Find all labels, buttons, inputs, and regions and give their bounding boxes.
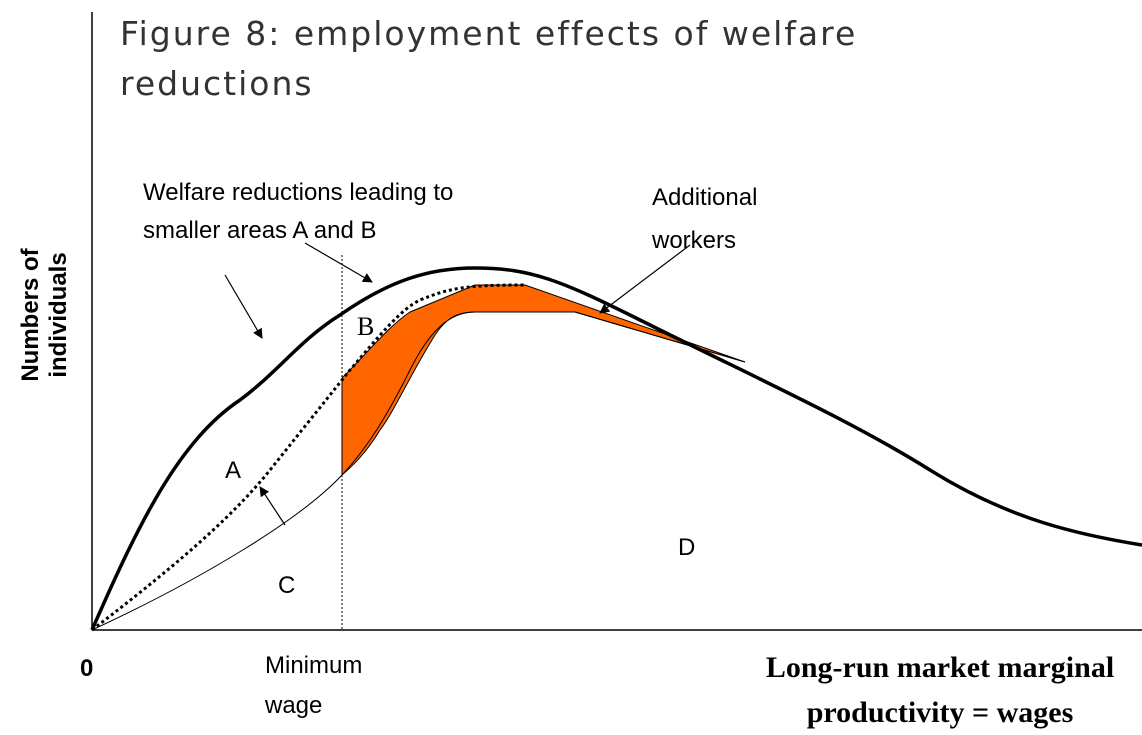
y-axis-label: Numbers of bbox=[17, 247, 44, 381]
title: reductions bbox=[120, 64, 314, 103]
min-wage-label: wage bbox=[264, 692, 322, 719]
annotation: smaller areas A and B bbox=[143, 217, 376, 244]
x-axis-label: Long-run market marginal bbox=[766, 651, 1114, 684]
area-label: A bbox=[225, 457, 241, 484]
arrow bbox=[304, 242, 373, 283]
area-label: B bbox=[357, 312, 374, 341]
annotation: Welfare reductions leading to bbox=[143, 179, 453, 206]
origin-label: 0 bbox=[80, 655, 93, 682]
title: Figure 8: employment effects of welfare bbox=[120, 14, 857, 53]
annotation: Additional bbox=[652, 184, 757, 211]
area-label: C bbox=[278, 572, 295, 599]
annotation: workers bbox=[651, 227, 736, 254]
y-axis-label: individuals bbox=[45, 252, 72, 377]
min-wage-label: Minimum bbox=[265, 652, 362, 679]
arrow bbox=[599, 244, 691, 314]
x-axis-label: productivity = wages bbox=[807, 696, 1074, 729]
employment-curve bbox=[91, 311, 746, 631]
additional-workers-area bbox=[341, 284, 746, 477]
area-label: D bbox=[678, 534, 695, 561]
original-curve bbox=[90, 266, 1142, 631]
arrow bbox=[259, 486, 286, 526]
arrow bbox=[224, 274, 263, 339]
y-axis-label-group: Numbers of individuals bbox=[17, 247, 72, 381]
reduced-curve bbox=[91, 283, 526, 632]
